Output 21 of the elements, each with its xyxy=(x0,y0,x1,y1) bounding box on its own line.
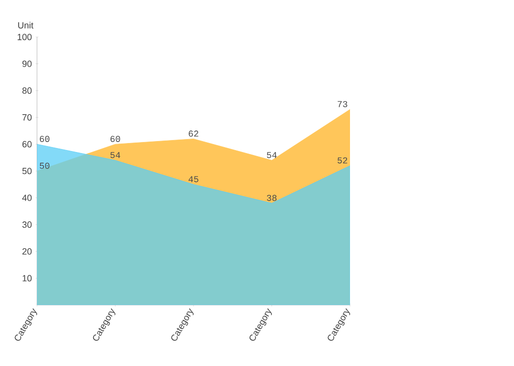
y-tick-label: 30 xyxy=(22,221,32,228)
data-label: 60 xyxy=(110,136,120,142)
data-label: 62 xyxy=(188,130,198,137)
y-tick-label: 70 xyxy=(22,114,32,121)
y-tick-label: 60 xyxy=(22,141,32,148)
data-label: 50 xyxy=(40,162,50,169)
y-tick-label: 10 xyxy=(22,275,32,282)
y-axis-title: Unit xyxy=(18,22,34,28)
data-label: 52 xyxy=(338,157,348,164)
data-label: 54 xyxy=(266,152,277,158)
data-label: 54 xyxy=(110,152,120,158)
data-label: 60 xyxy=(40,136,50,142)
y-tick-label: 40 xyxy=(22,194,32,201)
y-tick-label: 50 xyxy=(22,168,32,174)
data-label: 38 xyxy=(266,194,277,201)
y-tick-label: 90 xyxy=(22,60,32,67)
data-label: 73 xyxy=(338,101,348,108)
y-tick-label: 80 xyxy=(22,87,32,94)
y-tick-label: 20 xyxy=(22,248,32,255)
data-label: 45 xyxy=(188,176,198,182)
y-tick-label: 100 xyxy=(18,34,32,40)
